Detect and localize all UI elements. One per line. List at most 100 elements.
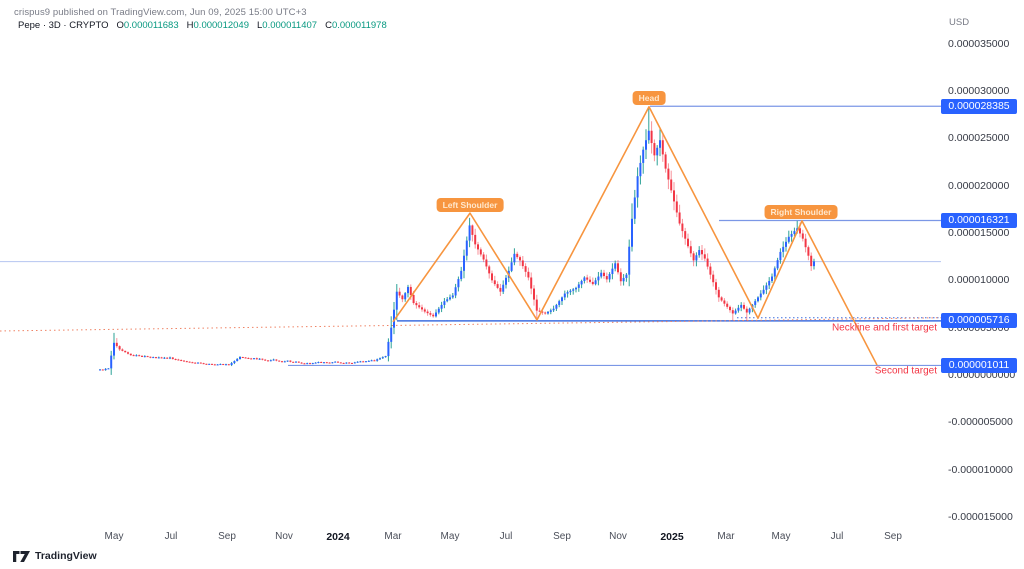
candle-body [605,276,608,280]
second-target-label[interactable]: Second target [874,365,937,377]
price-tick-label: 0.000015000 [948,226,1010,239]
candle-body [216,364,219,366]
candle-body [146,356,149,358]
candle-body [479,249,482,255]
candle-body [185,361,188,363]
candle-body [547,311,549,314]
candle-body [118,346,121,350]
candle-body [670,179,673,191]
candle-body [300,362,303,364]
candle-body [115,342,118,347]
candle-body [306,363,309,365]
candle-body [264,359,267,361]
candle-body [197,362,199,364]
candle-body [163,357,166,359]
candle-body [289,360,292,362]
price-tick-label: -0.000010000 [948,463,1013,476]
candle-body [401,295,404,300]
pattern-label-right-shoulder[interactable]: Right Shoulder [764,205,838,219]
tradingview-brand[interactable]: TradingView [13,550,97,562]
candle-body [639,162,642,177]
tradingview-logo-icon [13,550,30,562]
candle-body [695,255,698,261]
time-tick-label: Nov [609,531,627,542]
symbol-info-bar[interactable]: Pepe · 3D · CRYPTO O0.000011683 H0.00001… [18,20,387,31]
neckline-first-target-label[interactable]: Neckline and first target [831,322,937,334]
price-axis[interactable]: 0.000035000 0.000030000 0.000025000 0.00002… [941,0,1024,525]
candle-body [591,281,594,285]
ohlc-high: H0.000012049 [186,20,249,31]
candle-body [303,363,306,365]
candle-body [793,231,796,234]
candle-body [426,311,429,314]
candle-body [703,254,706,259]
candle-body [787,236,790,242]
chart-canvas[interactable] [0,0,941,525]
candle-body [230,363,233,366]
candle-body [661,140,664,155]
time-axis[interactable]: May Jul Sep Nov 2024 Mar May Jul Sep Nov 2025 Mar Ma… [0,529,941,547]
candle-body [782,246,785,252]
candle-body [549,310,552,312]
candle-body [227,364,230,366]
candle-body [580,280,583,285]
candle-body [731,310,734,314]
candle-body [519,257,521,261]
candle-body [563,293,566,298]
candle-body [692,253,695,261]
candle-body [541,311,544,313]
candle-body [356,361,359,363]
candle-body [698,250,701,256]
candle-body [345,362,348,364]
candle-body [286,360,289,362]
candle-body [642,149,645,163]
head-and-shoulders-pattern-line[interactable] [392,105,878,366]
pattern-label-left-shoulder[interactable]: Left Shoulder [436,198,504,212]
ohlc-close: C0.000011978 [325,20,387,31]
candle-body [281,361,283,363]
candle-body [765,285,768,290]
candle-body [485,259,488,267]
candle-body [191,362,194,364]
candle-body [603,272,605,277]
candle-body [491,273,493,281]
candle-body [544,312,547,314]
candle-body [213,364,216,366]
candle-body [320,362,323,364]
candle-body [423,309,426,312]
candle-body [157,357,160,359]
candle-body [124,350,127,353]
candle-body [373,360,376,362]
time-tick-label: May [771,531,791,542]
candle-body [199,362,202,364]
candle-body [404,293,407,300]
candle-body [323,362,325,364]
candle-body [474,234,477,245]
time-tick-label: Mar [717,531,735,542]
candle-body [614,263,617,269]
time-tick-label: May [104,531,124,542]
candle-body [768,280,771,286]
candle-body [813,261,815,267]
time-tick-label: 2025 [660,531,684,543]
pattern-label-head[interactable]: Head [632,91,666,105]
candle-body [135,355,138,357]
time-tick-label: Sep [553,531,571,542]
candle-body [258,358,261,360]
candle-body [367,360,370,362]
candle-body [625,274,628,278]
candle-body [432,314,435,317]
candle-body [569,290,572,293]
candle-body [334,361,337,363]
currency-unit-label: USD [949,17,970,28]
candle-body [706,258,709,267]
candle-body [689,246,692,254]
time-tick-label: Mar [384,531,402,542]
candle-body [673,190,675,202]
long-term-dotted-trendline[interactable] [0,317,941,332]
candle-body [409,286,412,296]
candle-body [717,289,720,298]
candle-body [407,286,409,294]
candle-body [799,228,801,234]
